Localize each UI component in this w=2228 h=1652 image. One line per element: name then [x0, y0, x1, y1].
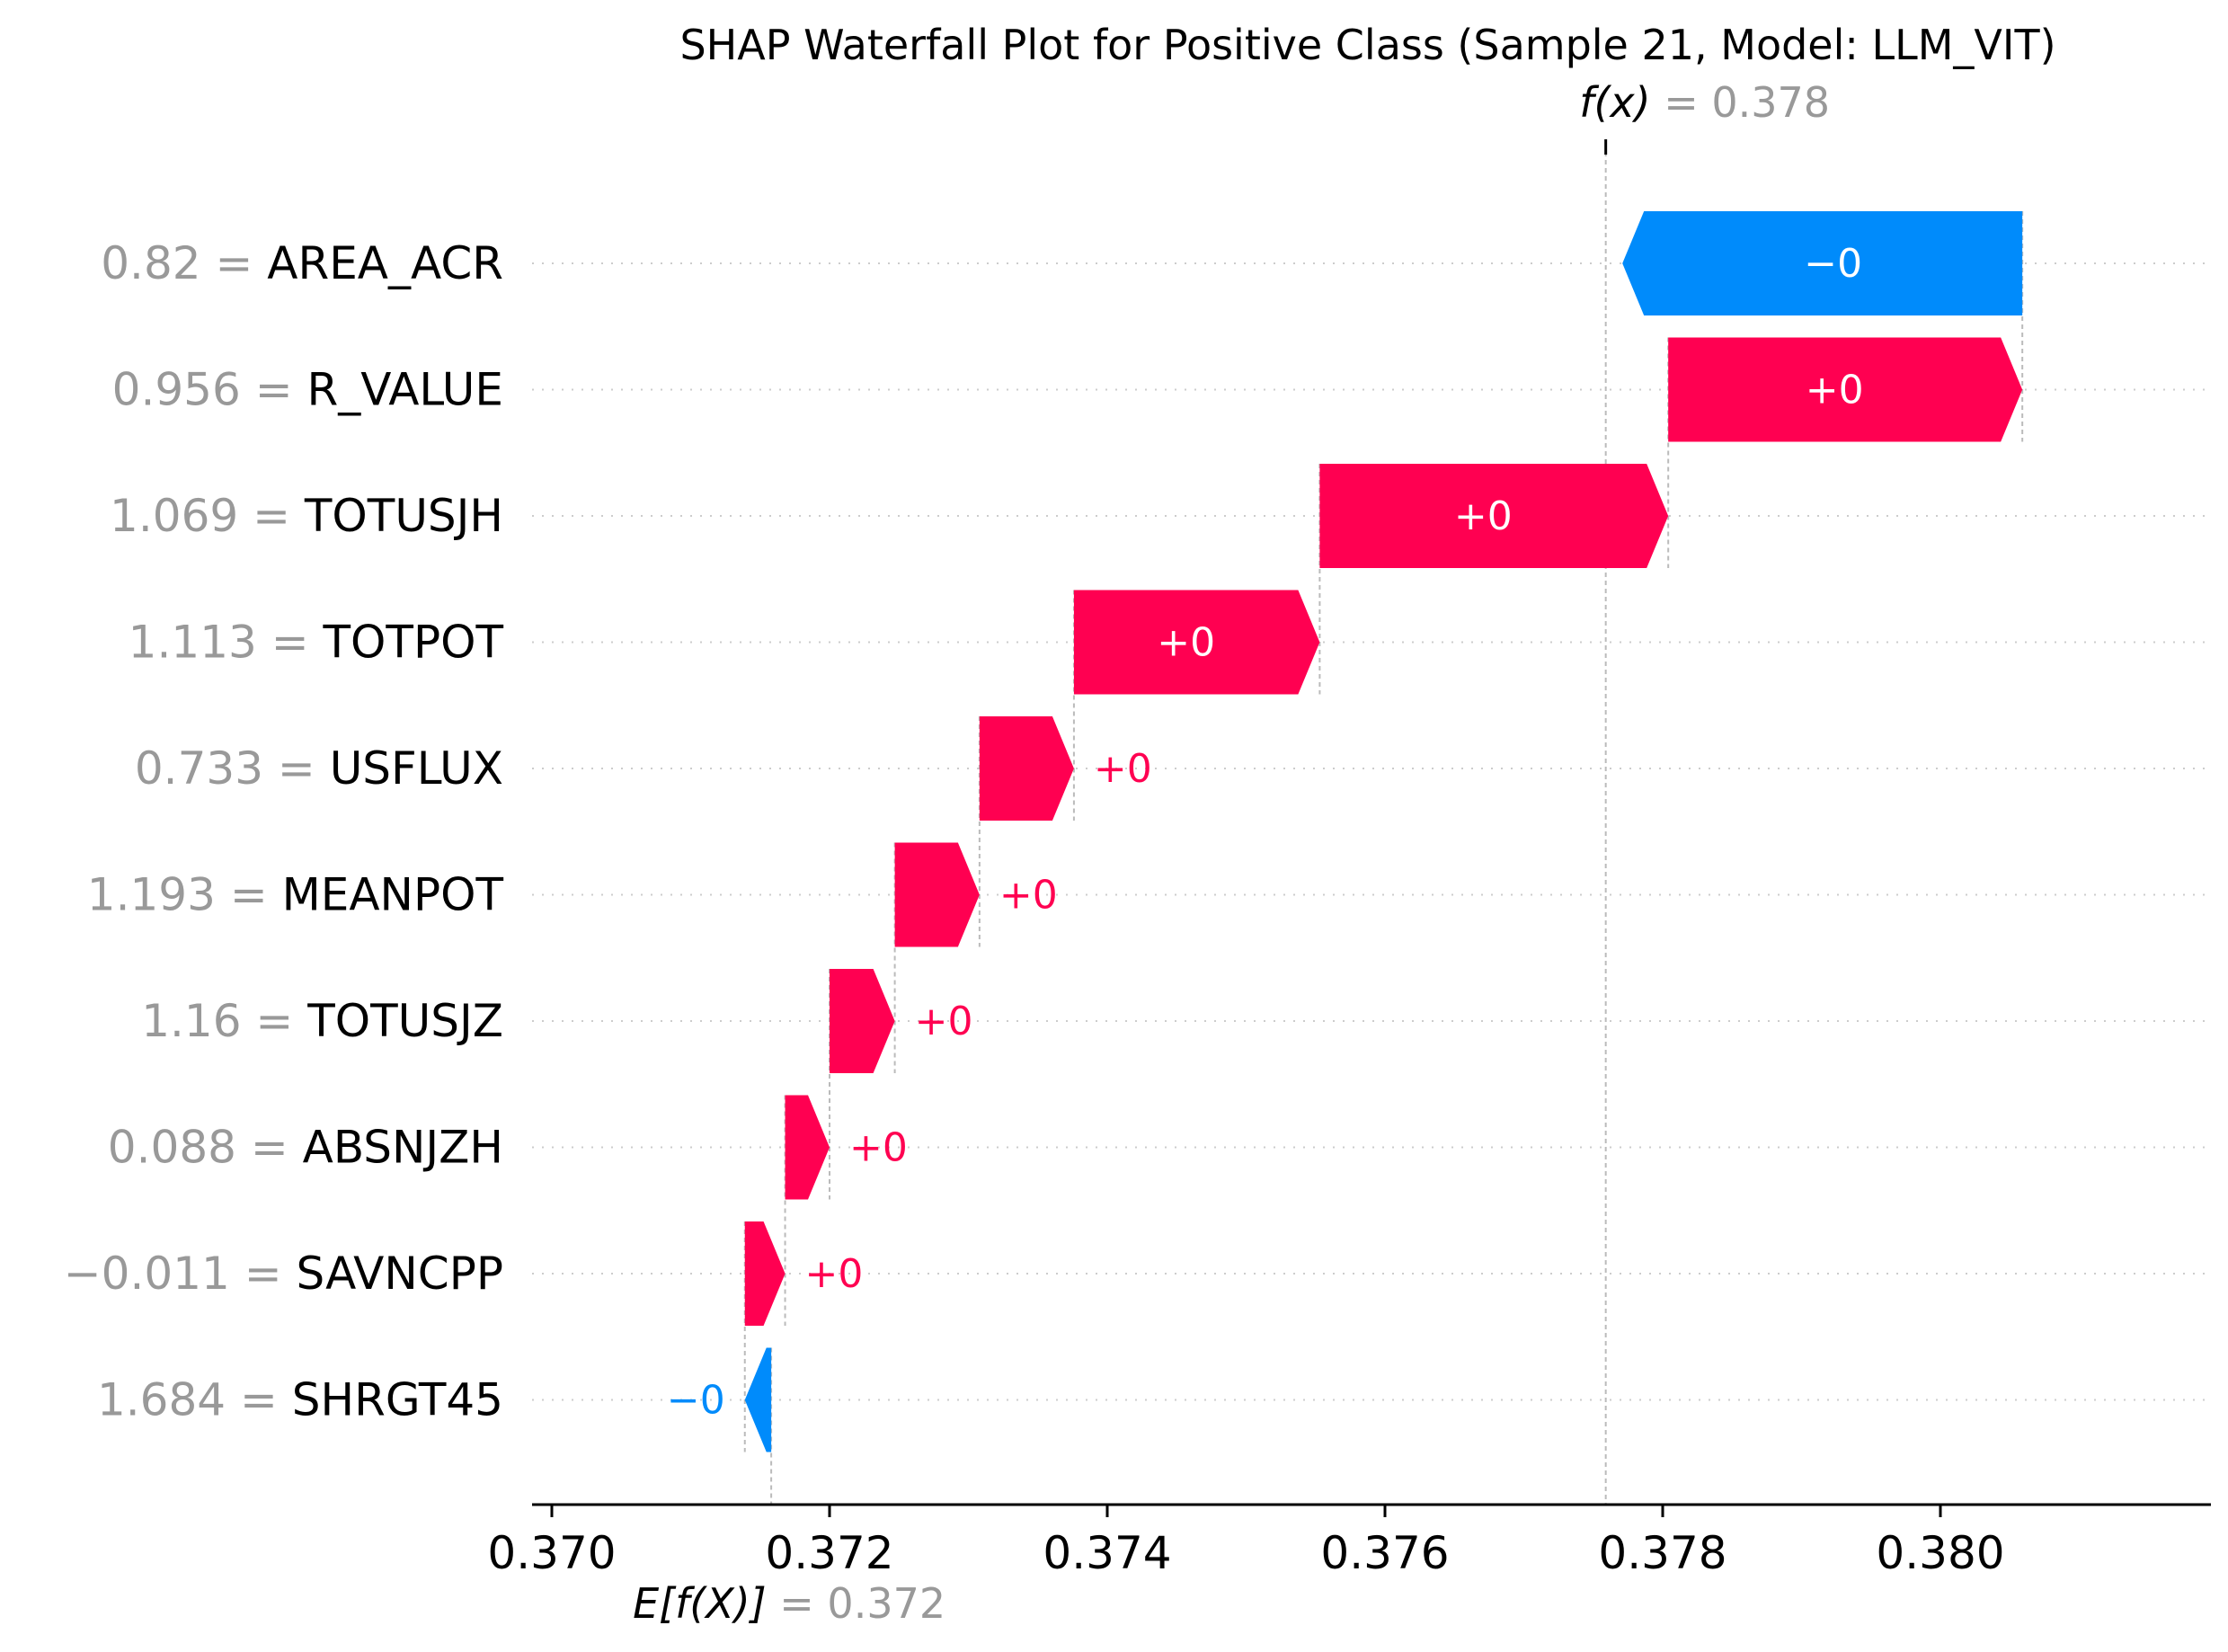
bar-meanpot: [894, 842, 980, 947]
reference-lines: [743, 144, 2024, 1505]
feature-label: 1.193 = MEANPOT: [87, 869, 504, 921]
bar-value-label: +0: [1806, 368, 1864, 413]
feature-labels: 0.82 = AREA_ACR 0.956 = R_VALUE 1.069 = TO…: [64, 237, 504, 1426]
feature-label: 1.113 = TOTPOT: [129, 617, 504, 669]
x-axis: 0.370 0.372 0.374 0.376 0.378 0.380: [487, 1503, 2211, 1579]
feature-label: 0.956 = R_VALUE: [112, 364, 503, 416]
bar-usflux: [979, 716, 1074, 821]
bar-value-label: −0: [667, 1378, 725, 1424]
bar-value-label: −0: [1804, 241, 1862, 287]
bar-value-label: +0: [999, 873, 1058, 919]
feature-label: 0.733 = USFLUX: [135, 742, 503, 795]
feature-label: 1.684 = SHRGT45: [97, 1374, 503, 1426]
bar-totusjh: [1319, 464, 1669, 568]
chart-title: SHAP Waterfall Plot for Positive Class (…: [679, 21, 2055, 69]
bar-value-label: +0: [1454, 493, 1513, 539]
bar-value-label: +0: [915, 999, 973, 1044]
x-tick-label: 0.374: [1043, 1527, 1171, 1579]
feature-label: 0.82 = AREA_ACR: [101, 237, 503, 289]
ex-label: E[f(X)] = 0.372: [633, 1579, 945, 1628]
x-tick-label: 0.372: [765, 1527, 893, 1579]
x-tick-label: 0.376: [1320, 1527, 1449, 1579]
bar-value-label: +0: [1094, 746, 1152, 792]
feature-label: 0.088 = ABSNJZH: [108, 1122, 503, 1174]
bar-shrgt45: [744, 1347, 772, 1452]
ex-annotation: E[f(X)] = 0.372: [633, 1579, 945, 1628]
fx-label: f(x) = 0.378: [1579, 78, 1830, 127]
bar-totusjz: [830, 969, 895, 1073]
bar-savncpp: [744, 1221, 786, 1326]
bar-value-label: +0: [849, 1125, 908, 1171]
bar-r_value: [1668, 337, 2023, 442]
feature-label: 1.16 = TOTUSJZ: [141, 995, 503, 1047]
feature-label: −0.011 = SAVNCPP: [64, 1248, 503, 1300]
bar-value-label: +0: [805, 1251, 864, 1297]
bar-totpot: [1073, 590, 1320, 695]
bar-absnjzh: [785, 1095, 830, 1200]
bar-area_acr: [1622, 211, 2023, 315]
bars: −0 +0 +0 +0 +0 +0 +0 +0 +0 −0: [667, 211, 2023, 1452]
feature-label: 1.069 = TOTUSJH: [110, 490, 503, 542]
fx-annotation: f(x) = 0.378: [1579, 78, 1830, 155]
x-tick-label: 0.378: [1598, 1527, 1726, 1579]
x-tick-label: 0.380: [1876, 1527, 2004, 1579]
bar-value-label: +0: [1157, 620, 1215, 666]
x-tick-label: 0.370: [487, 1527, 616, 1579]
